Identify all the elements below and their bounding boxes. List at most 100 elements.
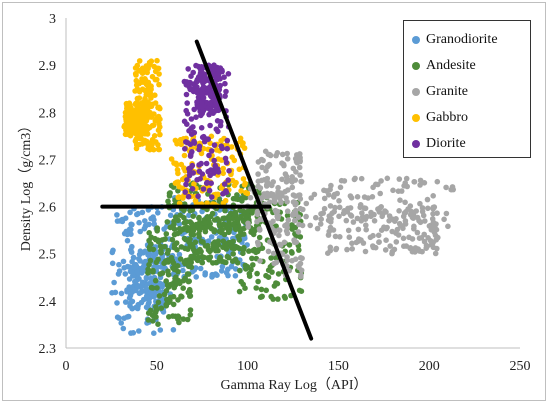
data-point — [180, 267, 186, 274]
data-point — [355, 238, 361, 245]
legend-label: Diorite — [426, 136, 466, 151]
data-point — [431, 204, 438, 210]
data-point — [327, 244, 334, 251]
data-point — [167, 212, 174, 219]
data-point — [279, 160, 285, 166]
data-point — [255, 171, 261, 177]
data-point — [212, 166, 219, 173]
data-point — [136, 219, 142, 226]
data-point — [434, 210, 440, 216]
data-point — [256, 226, 263, 232]
data-point — [337, 234, 343, 240]
data-point — [298, 272, 304, 278]
data-point — [230, 251, 236, 257]
data-point — [156, 81, 162, 88]
data-point — [211, 62, 217, 68]
data-point — [393, 230, 399, 236]
data-point — [237, 267, 243, 274]
data-point — [234, 192, 240, 198]
data-point — [225, 177, 231, 183]
y-tick-label: 2.4 — [39, 295, 57, 310]
data-point — [341, 178, 348, 184]
data-point — [134, 132, 141, 138]
data-point — [328, 219, 334, 225]
data-point — [237, 232, 243, 238]
data-point — [211, 157, 217, 164]
data-point — [147, 246, 153, 252]
axes — [65, 18, 520, 349]
data-point — [161, 226, 167, 232]
data-point — [345, 227, 352, 234]
data-point — [170, 301, 177, 308]
data-point — [247, 194, 254, 201]
data-point — [264, 178, 271, 185]
data-point — [355, 226, 362, 233]
data-point — [199, 208, 205, 215]
data-point — [208, 234, 215, 240]
data-point — [308, 195, 315, 201]
data-point — [417, 248, 423, 254]
data-point — [228, 263, 235, 270]
legend-item-granite: Granite — [412, 79, 530, 105]
data-point — [197, 265, 204, 272]
data-point — [425, 205, 431, 212]
data-point — [142, 100, 149, 106]
data-point — [148, 307, 154, 314]
data-point — [428, 241, 435, 248]
data-point — [184, 316, 191, 323]
data-point — [222, 207, 228, 214]
data-point — [370, 243, 376, 249]
legend-swatch-gabbro — [412, 114, 420, 122]
data-point — [417, 200, 423, 207]
data-point — [223, 88, 229, 95]
data-point — [158, 305, 165, 312]
data-point — [293, 169, 299, 175]
data-point — [297, 154, 303, 161]
data-point — [170, 313, 176, 319]
data-point — [170, 265, 176, 272]
data-point — [127, 102, 133, 108]
data-point — [279, 192, 285, 199]
data-point — [208, 148, 215, 154]
data-point — [284, 150, 291, 157]
data-point — [221, 221, 227, 227]
data-point — [132, 109, 138, 116]
data-point — [176, 225, 183, 232]
data-point — [268, 255, 274, 261]
data-point — [152, 100, 159, 106]
data-point — [254, 270, 260, 277]
data-point — [197, 246, 203, 253]
data-point — [148, 215, 154, 222]
data-point — [326, 192, 332, 198]
data-point — [240, 208, 247, 215]
data-point — [265, 162, 272, 169]
data-point — [199, 103, 205, 110]
data-point — [148, 102, 155, 109]
data-point — [282, 171, 289, 177]
data-point — [296, 164, 303, 171]
data-point — [157, 131, 163, 138]
data-point — [375, 232, 382, 239]
data-point — [174, 141, 180, 147]
data-point — [132, 88, 138, 94]
data-point — [208, 167, 214, 173]
legend-label: Granite — [426, 84, 468, 99]
series-granite — [244, 148, 457, 280]
data-point — [336, 213, 342, 220]
data-point — [188, 116, 195, 122]
data-point — [263, 272, 269, 279]
data-point — [290, 210, 297, 217]
data-point — [191, 181, 197, 187]
data-point — [370, 184, 376, 191]
data-point — [239, 142, 246, 149]
data-point — [153, 259, 160, 266]
data-point — [128, 249, 135, 255]
x-tick-label: 150 — [328, 359, 349, 374]
data-point — [330, 194, 337, 200]
data-point — [272, 199, 278, 205]
data-point — [351, 176, 358, 183]
data-point — [284, 208, 291, 214]
x-tick-labels: 0 50 100 150 200 250 — [63, 359, 531, 374]
data-point — [220, 165, 226, 172]
data-point — [151, 63, 157, 70]
